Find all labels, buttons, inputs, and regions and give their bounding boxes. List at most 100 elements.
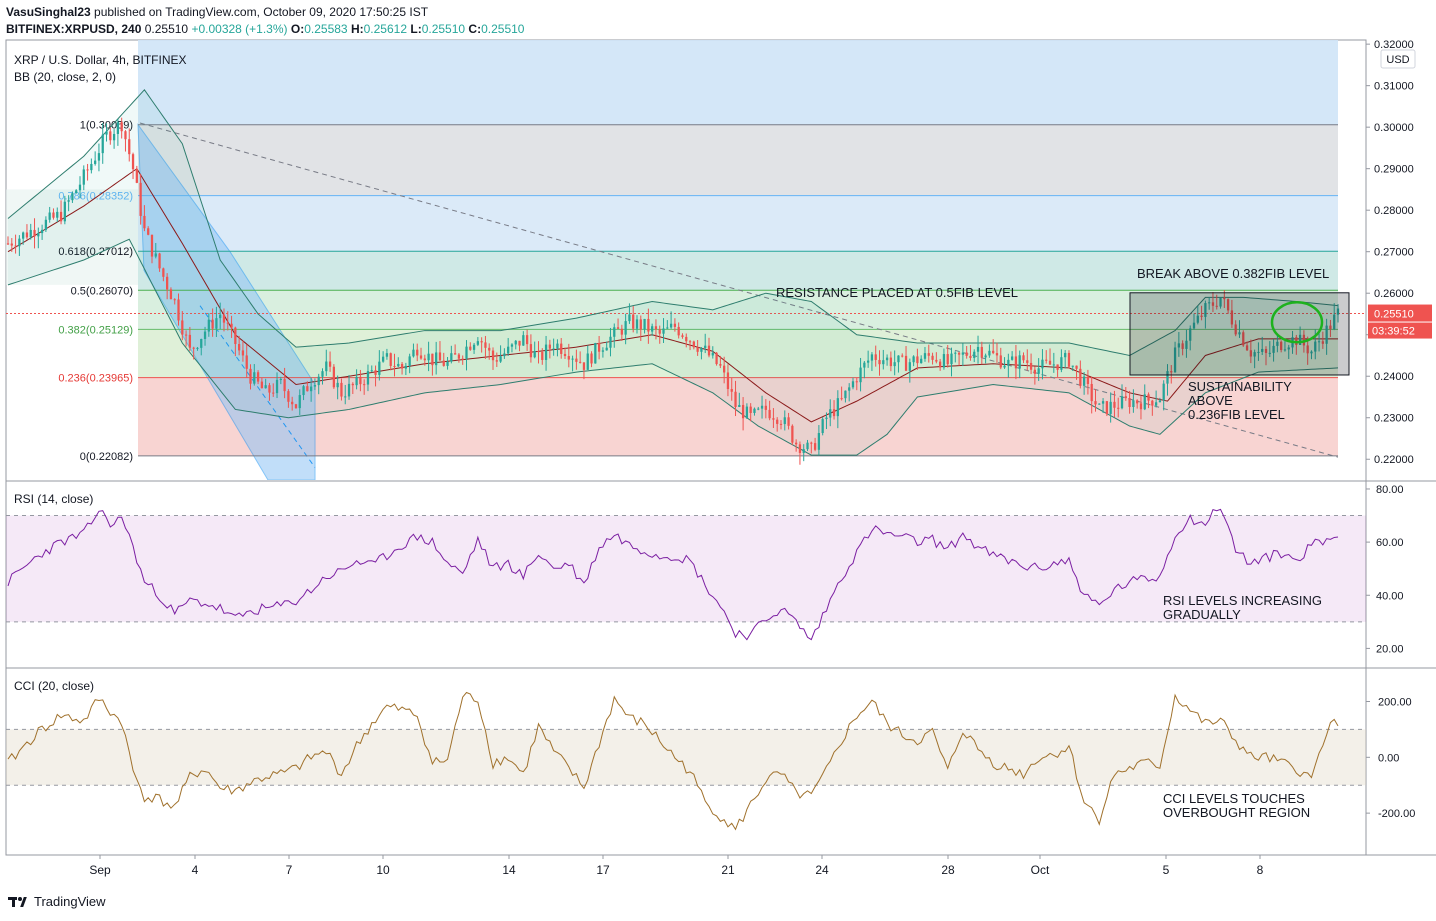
candle-body [658,329,661,334]
fib-zone [138,251,1338,291]
candle-body [18,238,21,247]
candle-body [1045,359,1048,361]
candle-body [397,363,400,367]
candle-body [961,352,965,355]
candle-body [734,391,737,408]
candle-body [147,228,150,235]
annotation-cci-1: CCI LEVELS TOUCHES [1163,791,1305,806]
candle-body [453,353,457,355]
candle-body [798,444,802,453]
candle-body [116,122,120,134]
candle-body [1060,357,1063,370]
rsi-tick-label: 60.00 [1376,537,1404,549]
candle-body [954,352,957,354]
candle-body [29,229,32,238]
candle-body [325,361,328,372]
candle-body [571,358,574,360]
candle-body [1314,341,1317,352]
candle-body [1170,371,1173,373]
candle-body [309,386,313,392]
candle-body [344,396,347,398]
candle-body [67,200,70,202]
candle-body [1230,310,1234,325]
candle-body [779,423,783,425]
candle-body [359,376,362,385]
candle-body [1147,394,1150,401]
candle-body [374,370,377,375]
candle-body [563,353,567,357]
candle-body [22,232,25,239]
candle-body [1154,402,1158,406]
tradingview-brand: TradingView [34,894,106,909]
candle-body [510,344,514,347]
candle-body [787,417,790,426]
candle-body [442,360,445,366]
annotation-rsi-2: GRADUALLY [1163,607,1241,622]
price-tick-label: 0.23000 [1374,413,1414,425]
candle-body [711,352,714,356]
candle-body [1298,334,1302,345]
time-tick-label: 4 [192,863,199,877]
candle-body [1321,341,1324,344]
candle-body [1048,360,1052,365]
candle-body [56,211,59,218]
candle-body [1268,352,1271,354]
candle-body [544,344,548,360]
candle-body [393,365,396,367]
candle-body [760,405,764,409]
candle-body [150,234,154,257]
candle-body [321,371,324,377]
candle-body [969,355,972,358]
candle-body [188,334,192,348]
candle-body [86,169,89,171]
open-label: O: [290,22,305,36]
price-tick-label: 0.22000 [1374,454,1414,466]
candle-body [1120,396,1124,409]
candle-body [548,344,551,349]
fib-level-label: 0(0.22082) [80,451,133,463]
candle-body [1333,314,1336,330]
candle-body [957,352,961,355]
candle-body [1117,407,1120,409]
candle-body [306,386,309,392]
candle-body [825,417,828,420]
candle-body [1071,365,1074,367]
cci-tick-label: 0.00 [1378,752,1399,764]
candle-body [363,384,366,386]
candle-body [579,361,582,363]
candle-body [192,347,195,349]
change-value: +0.00328 (+1.3%) [191,22,288,36]
candle-body [950,353,953,365]
currency-box [1380,49,1416,69]
candle-body [154,253,157,257]
candle-body [556,343,559,349]
candle-body [874,354,877,360]
rsi-pane-title: RSI (14, close) [14,492,93,506]
price-tick-label: 0.27000 [1374,247,1414,259]
cci-band [6,729,1366,786]
fib-zone [138,124,1338,196]
cci-line [7,691,1339,831]
candle-body [552,348,555,350]
candle-body [1098,403,1101,405]
candle-body [14,245,17,247]
candle-body [90,163,93,171]
price-pane-title: XRP / U.S. Dollar, 4h, BITFINEX [14,53,187,67]
candle-body [112,133,116,141]
candle-body [594,343,597,364]
candle-body [385,353,389,357]
candle-body [1173,347,1177,373]
symbol-label: BITFINEX:XRPUSD, 240 [6,22,142,36]
candle-body [332,366,336,388]
candle-body [753,408,756,413]
candle-body [219,314,222,319]
candle-body [1249,350,1252,357]
candle-body [207,319,210,332]
candle-body [1253,352,1256,357]
candle-body [795,442,798,445]
tradingview-logo[interactable]: TradingView [8,894,106,909]
candle-body [976,346,980,352]
candle-body [741,404,745,419]
candle-body [1113,401,1116,408]
